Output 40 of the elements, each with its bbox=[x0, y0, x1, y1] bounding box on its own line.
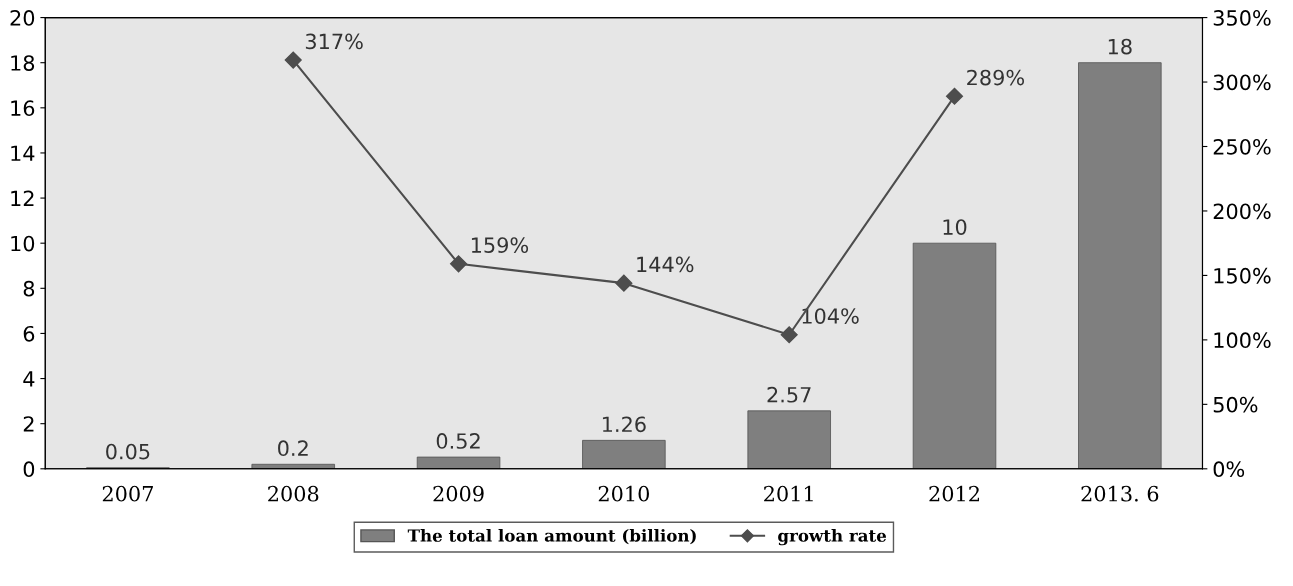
x-tick-label: 2008 bbox=[268, 485, 319, 502]
y2-tick-label: 50% bbox=[1213, 396, 1258, 413]
y-tick-label: 10 bbox=[11, 235, 35, 252]
y-tick-label: 0 bbox=[23, 461, 35, 478]
data-label: 0.2 bbox=[278, 440, 308, 457]
data-label: 0.52 bbox=[436, 433, 480, 449]
y2-tick-label: 100% bbox=[1214, 332, 1271, 349]
data-label: 159% bbox=[471, 237, 529, 253]
data-label: 18 bbox=[1108, 38, 1132, 55]
data-label: 144% bbox=[637, 256, 694, 273]
data-label: 0.05 bbox=[106, 443, 150, 460]
y-tick-label: 2 bbox=[23, 416, 34, 432]
x-tick-label: 2011 bbox=[764, 485, 813, 502]
data-label: 2.57 bbox=[767, 386, 811, 403]
y2-tick-label: 0% bbox=[1213, 461, 1245, 478]
y-tick-label: 14 bbox=[11, 145, 35, 161]
data-label: 317% bbox=[305, 33, 363, 50]
data-label: 10 bbox=[943, 219, 967, 235]
legend-label: The total loan amount (billion) bbox=[407, 528, 696, 545]
x-tick-label: 2009 bbox=[433, 485, 484, 502]
x-tick-label: 2013. 6 bbox=[1081, 485, 1159, 502]
y-tick-label: 20 bbox=[10, 10, 35, 26]
y2-tick-label: 300% bbox=[1213, 74, 1271, 91]
y2-tick-label: 200% bbox=[1213, 203, 1271, 220]
x-tick-label: 2012 bbox=[929, 485, 979, 502]
y-tick-label: 12 bbox=[11, 190, 34, 206]
data-label: 289% bbox=[967, 69, 1025, 86]
x-tick-label: 2010 bbox=[598, 485, 649, 502]
data-label: 104% bbox=[802, 308, 859, 324]
legend-label: growth rate bbox=[778, 528, 887, 546]
data-label: 1.26 bbox=[602, 416, 646, 433]
y-tick-label: 4 bbox=[23, 371, 35, 387]
x-tick-label: 2007 bbox=[102, 485, 153, 502]
y2-tick-label: 350% bbox=[1213, 10, 1271, 26]
y-tick-label: 8 bbox=[23, 280, 35, 297]
y-tick-label: 18 bbox=[11, 55, 35, 71]
y2-tick-label: 150% bbox=[1214, 267, 1271, 284]
y-tick-label: 6 bbox=[23, 325, 35, 342]
y2-tick-label: 250% bbox=[1213, 138, 1271, 155]
y-tick-label: 16 bbox=[11, 100, 35, 117]
